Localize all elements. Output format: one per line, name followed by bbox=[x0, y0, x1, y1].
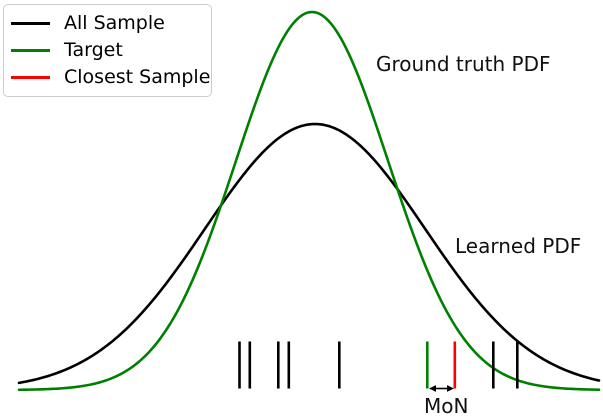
curve-target bbox=[17, 10, 601, 392]
annotation-mon-label: MoN bbox=[424, 394, 469, 417]
all-sample-line-swatch bbox=[11, 22, 50, 25]
legend-label-target: Target bbox=[64, 39, 123, 61]
legend-item-target: Target bbox=[4, 37, 211, 64]
closest-sample-line-swatch bbox=[11, 76, 50, 79]
legend-label-all-sample: All Sample bbox=[64, 12, 165, 34]
legend: All Sample Target Closest Sample bbox=[3, 4, 212, 97]
target-line-swatch bbox=[11, 49, 50, 52]
legend-item-closest-sample: Closest Sample bbox=[4, 64, 211, 91]
mon-arrowhead-left bbox=[429, 385, 436, 392]
mon-arrow bbox=[429, 385, 454, 392]
annotation-ground-truth-pdf: Ground truth PDF bbox=[376, 52, 551, 76]
pdf-curves bbox=[17, 10, 601, 392]
mon-arrowhead-right bbox=[447, 385, 454, 392]
sample-ticks bbox=[238, 341, 519, 389]
annotation-learned-pdf: Learned PDF bbox=[455, 234, 582, 258]
legend-label-closest-sample: Closest Sample bbox=[64, 66, 211, 88]
legend-item-all-sample: All Sample bbox=[4, 10, 211, 37]
curve-all-sample bbox=[17, 122, 601, 385]
